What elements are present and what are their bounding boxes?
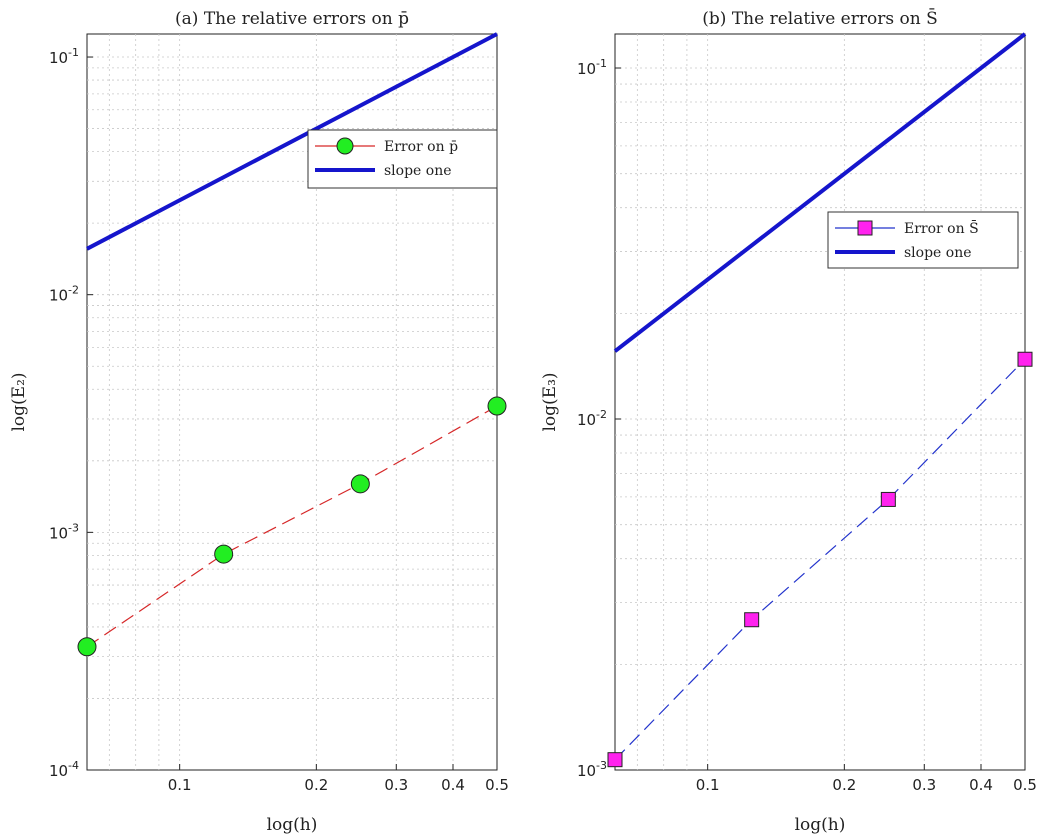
chart-title-b: (b) The relative errors on S̄ xyxy=(702,7,937,29)
x-axis-label-a: log(h) xyxy=(267,815,318,835)
y-tick-label: 10-3 xyxy=(49,521,79,542)
legend-label-error-p: Error on p̄ xyxy=(384,139,458,155)
x-tick-label: 0.3 xyxy=(384,776,408,794)
slope-one-line-a xyxy=(86,32,498,251)
y-tick-label: 10-3 xyxy=(577,759,607,780)
data-point xyxy=(350,474,370,494)
series-group-b xyxy=(607,32,1033,768)
series-group-a xyxy=(77,32,507,657)
plot-area-b xyxy=(614,33,1026,771)
chart-title-a: (a) The relative errors on p̄ xyxy=(175,9,409,29)
y-tick-label: 10-4 xyxy=(49,759,79,780)
data-point xyxy=(214,544,234,564)
slope-one-line-b xyxy=(613,32,1027,353)
data-point xyxy=(744,612,760,628)
data-point xyxy=(880,491,896,507)
chart-panel-a: 0.1 0.2 0.3 0.4 0.5 10-4 10-3 10-2 10-1 (a) The … xyxy=(9,9,509,835)
x-tick-label: 0.2 xyxy=(304,776,328,794)
data-point xyxy=(487,396,507,416)
ticks-b: 0.1 0.2 0.3 0.4 0.5 10-3 10-2 10-1 xyxy=(577,57,1037,794)
x-axis-label-b: log(h) xyxy=(795,815,846,835)
data-point xyxy=(1017,351,1033,367)
legend-label-slope-b: slope one xyxy=(904,245,972,261)
x-tick-label: 0.3 xyxy=(912,776,936,794)
y-axis-label-b: log(E₃) xyxy=(540,372,560,431)
x-tick-label: 0.1 xyxy=(696,776,720,794)
y-tick-label: 10-2 xyxy=(49,284,79,305)
x-tick-label: 0.2 xyxy=(832,776,856,794)
y-tick-label: 10-1 xyxy=(577,57,607,78)
chart-panel-b: 0.1 0.2 0.3 0.4 0.5 10-3 10-2 10-1 (b) The rela… xyxy=(540,7,1037,835)
legend-b: Error on S̄ slope one xyxy=(827,211,1019,269)
x-tick-label: 0.4 xyxy=(969,776,993,794)
error-line-a xyxy=(86,405,498,648)
x-tick-label: 0.5 xyxy=(485,776,509,794)
x-tick-label: 0.5 xyxy=(1013,776,1037,794)
ticks-a: 0.1 0.2 0.3 0.4 0.5 10-4 10-3 10-2 10-1 xyxy=(49,46,509,794)
error-line-b xyxy=(614,358,1026,761)
legend-a: Error on p̄ slope one xyxy=(307,129,498,189)
legend-marker-square xyxy=(857,220,873,236)
y-tick-label: 10-2 xyxy=(577,408,607,429)
legend-label-slope-a: slope one xyxy=(384,163,452,179)
y-tick-label: 10-1 xyxy=(49,46,79,67)
data-point xyxy=(607,752,623,768)
legend-label-error-s: Error on S̄ xyxy=(904,219,979,237)
x-tick-label: 0.4 xyxy=(441,776,465,794)
data-point xyxy=(77,637,97,657)
x-tick-label: 0.1 xyxy=(168,776,192,794)
legend-marker-circle xyxy=(336,137,354,155)
y-axis-label-a: log(E₂) xyxy=(9,372,29,431)
